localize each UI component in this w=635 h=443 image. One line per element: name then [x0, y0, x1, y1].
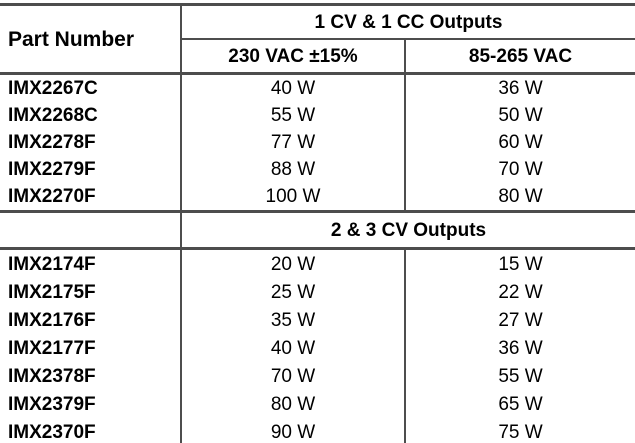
table-row: IMX2267C 40 W 36 W — [0, 73, 635, 102]
power-85-265vac-cell: 70 W — [498, 159, 543, 180]
col-header-230vac: 230 VAC ±15% — [181, 39, 406, 75]
power-230vac-cell: 100 W — [181, 183, 406, 213]
section-1-title-cell: 1 CV & 1 CC Outputs — [181, 4, 635, 40]
part-number-cell: IMX2270F — [0, 183, 182, 213]
part-number-cell: IMX2268C — [0, 102, 182, 129]
power-230vac-cell: 40 W — [181, 73, 406, 102]
power-230vac-cell: 35 W — [181, 306, 406, 334]
power-85-265vac-cell: 75 W — [498, 421, 543, 443]
part-number-header-cell: Part Number — [0, 4, 182, 75]
table-row: IMX2176F 35 W 27 W — [0, 306, 635, 334]
table-row: IMX2174F 20 W 15 W — [0, 248, 635, 278]
power-85-265vac-cell: 55 W — [498, 365, 543, 387]
power-85-265vac-cell: 60 W — [498, 132, 543, 153]
power-230vac-cell: 55 W — [181, 102, 406, 129]
power-85-265vac-cell: 27 W — [498, 309, 543, 331]
power-85-265vac-cell: 36 W — [498, 337, 543, 359]
table-row: IMX2270F 100 W 80 W — [0, 183, 635, 213]
part-number-cell: IMX2175F — [0, 278, 182, 306]
part-number-cell: IMX2177F — [0, 334, 182, 362]
table-row: IMX2177F 40 W 36 W — [0, 334, 635, 362]
part-number-cell: IMX2278F — [0, 129, 182, 156]
power-230vac-cell: 25 W — [181, 278, 406, 306]
power-230vac-cell: 40 W — [181, 334, 406, 362]
power-85-265vac-cell: 65 W — [498, 393, 543, 415]
table-row: IMX2278F 77 W 60 W — [0, 129, 635, 156]
power-230vac-cell: 90 W — [181, 418, 406, 443]
table-row: IMX2379F 80 W 65 W — [0, 390, 635, 418]
table-row: IMX2279F 88 W 70 W — [0, 156, 635, 183]
part-number-cell: IMX2379F — [0, 390, 182, 418]
power-230vac-cell: 88 W — [181, 156, 406, 183]
part-number-cell: IMX2176F — [0, 306, 182, 334]
table-row: IMX2268C 55 W 50 W — [0, 102, 635, 129]
power-230vac-cell: 80 W — [181, 390, 406, 418]
part-number-cell: IMX2370F — [0, 418, 182, 443]
section-2-title-cell: 2 & 3 CV Outputs — [181, 211, 635, 250]
power-230vac-cell: 77 W — [181, 129, 406, 156]
table-row: IMX2175F 25 W 22 W — [0, 278, 635, 306]
power-85-265vac-cell: 22 W — [498, 281, 543, 303]
part-number-cell: IMX2279F — [0, 156, 182, 183]
power-85-265vac-cell: 15 W — [498, 253, 543, 275]
table-row: IMX2370F 90 W 75 W — [0, 418, 635, 443]
table-row: IMX2378F 70 W 55 W — [0, 362, 635, 390]
section-2-spacer-cell — [0, 211, 182, 250]
power-230vac-cell: 20 W — [181, 248, 406, 278]
part-number-cell: IMX2267C — [0, 73, 182, 102]
col-header-85-265vac: 85-265 VAC — [405, 39, 635, 75]
power-85-265vac-cell: 80 W — [405, 183, 635, 213]
part-number-cell: IMX2174F — [0, 248, 182, 278]
power-85-265vac-cell: 50 W — [498, 105, 543, 126]
power-230vac-cell: 70 W — [181, 362, 406, 390]
power-output-table: Part Number 1 CV & 1 CC Outputs 230 VAC … — [0, 3, 635, 443]
power-85-265vac-cell: 36 W — [498, 78, 543, 99]
part-number-cell: IMX2378F — [0, 362, 182, 390]
